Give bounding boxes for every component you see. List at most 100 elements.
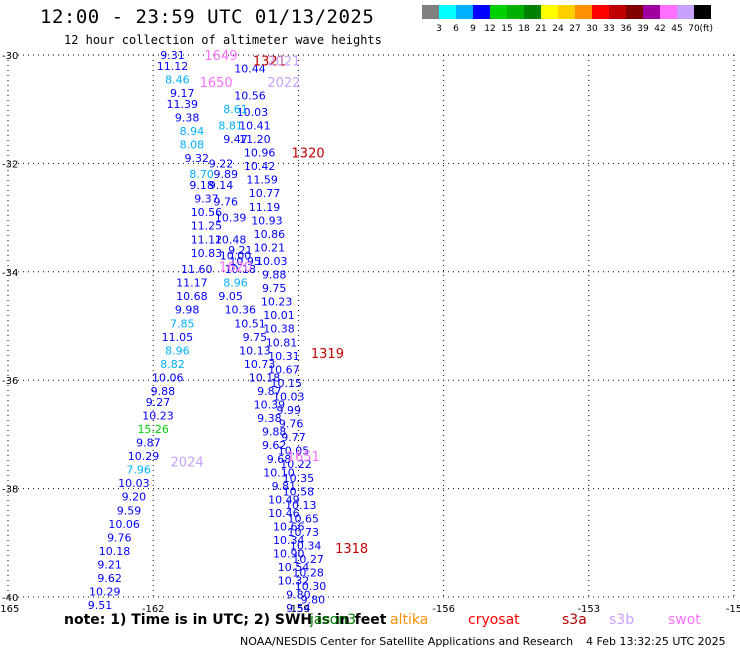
swh-data-label: 9.68: [267, 453, 292, 466]
y-tick-label: -32: [2, 159, 18, 170]
swh-data-label: 9.81: [272, 480, 297, 493]
colorbar-label: 9: [470, 24, 476, 34]
colorbar-label: 21: [535, 24, 546, 34]
colorbar-swatch: [541, 5, 558, 19]
swh-data-label: 10.83: [191, 247, 223, 260]
swh-data-label: 10.86: [254, 228, 286, 241]
y-tick-label: -40: [2, 593, 18, 604]
swh-data-label: 9.38: [175, 111, 200, 124]
swh-data-label: 9.51: [88, 599, 113, 612]
swh-data-label: 9.18: [189, 179, 214, 192]
swh-data-label: 10.41: [239, 119, 271, 132]
colorbar-label: 3: [436, 24, 442, 34]
timestamp-text: 4 Feb 13:32:25 UTC 2025: [586, 635, 726, 648]
swh-data-label: 10.31: [268, 350, 300, 363]
swh-data-label: 9.47: [223, 133, 248, 146]
swh-data-label: 10.96: [244, 147, 276, 160]
x-tick-label: -156: [432, 604, 455, 612]
colorbar-swatch: [490, 5, 507, 19]
swh-data-label: 8.08: [180, 138, 205, 151]
colorbar-label: 30: [586, 24, 598, 34]
swh-data-label: 11.12: [191, 233, 223, 246]
colorbar-swatch: [524, 5, 541, 19]
colorbar-label: 33: [603, 24, 614, 34]
x-tick-label: -15: [726, 604, 740, 612]
track-label: 2024: [171, 456, 204, 471]
swh-data-label: 11.12: [157, 60, 189, 73]
track-label: 1319: [311, 347, 344, 362]
swh-data-label: 10.05: [278, 445, 310, 458]
swh-data-label: 11.59: [246, 174, 278, 187]
colorbar-swatch: [422, 5, 439, 19]
swh-data-label: 7.96: [126, 464, 151, 477]
swh-data-label: 9.54: [286, 602, 311, 612]
swh-data-label: 10.06: [152, 371, 184, 384]
swh-data-label: 9.32: [185, 152, 210, 165]
swh-data-label: 9.76: [107, 531, 132, 544]
swh-data-label: 10.10: [263, 466, 295, 479]
swh-data-label: 10.27: [292, 553, 324, 566]
colorbar-swatch: [609, 5, 626, 19]
swh-data-label: 10.23: [261, 296, 293, 309]
satellite-legend-altika: altika: [390, 612, 429, 628]
swh-data-label: 11.39: [166, 98, 198, 111]
swh-data-label: 10.23: [142, 409, 174, 422]
swh-data-label: 10.34: [290, 540, 322, 553]
swh-data-label: 9.88: [262, 269, 287, 282]
swh-data-label: 10.46: [268, 507, 300, 520]
colorbar-swatch: [473, 5, 490, 19]
x-tick-label: -159: [287, 604, 310, 612]
swh-data-label: 9.05: [218, 290, 243, 303]
swh-data-label: 9.14: [209, 179, 234, 192]
track-label: 1318: [335, 542, 368, 557]
colorbar-label: 27: [569, 24, 580, 34]
swh-data-label: 9.77: [281, 431, 306, 444]
swh-data-label: 10.49: [268, 493, 300, 506]
swh-data-label: 9.38: [257, 412, 282, 425]
track-label: 2021: [267, 54, 300, 69]
swh-data-label: 10.44: [234, 63, 266, 76]
swh-data-label: 11.25: [191, 220, 223, 233]
swh-data-label: 8.46: [165, 73, 190, 86]
swh-data-label: 9.76: [214, 195, 239, 208]
swh-data-label: 9.62: [262, 439, 287, 452]
swh-data-label: 9.98: [175, 304, 200, 317]
colorbar-swatch: [592, 5, 609, 19]
chart-title: 12:00 - 23:59 UTC 01/13/2025: [40, 6, 375, 28]
swh-data-label: 10.90: [273, 548, 305, 561]
swh-data-label: 10.06: [108, 518, 140, 531]
colorbar-unit: (ft): [699, 24, 713, 34]
track-label: 1650: [200, 76, 233, 91]
colorbar-label: 36: [620, 24, 632, 34]
track-label: 1321: [253, 54, 286, 69]
swh-data-label: 15.26: [137, 423, 169, 436]
swh-data-label: 9.87: [136, 437, 161, 450]
y-tick-label: -36: [2, 376, 18, 387]
swh-data-label: 10.77: [249, 187, 281, 200]
swh-data-label: 11.60: [181, 263, 213, 276]
swh-data-label: 10.56: [234, 90, 266, 103]
units-note: note: 1) Time is in UTC; 2) SWH is in fe…: [64, 612, 387, 628]
swh-data-label: 9.99: [276, 404, 301, 417]
swh-data-label: 9.62: [97, 572, 122, 585]
swh-data-label: 9.37: [194, 193, 219, 206]
track-label: 1320: [292, 147, 325, 162]
y-tick-label: -38: [2, 485, 18, 496]
swh-data-label: 10.56: [191, 206, 223, 219]
swh-data-label: 10.01: [263, 309, 295, 322]
colorbar-label: 45: [671, 24, 682, 34]
swh-data-label: 10.29: [89, 586, 121, 599]
y-tick-label: -30: [2, 51, 18, 62]
swh-data-label: 8.81: [218, 119, 243, 132]
colorbar-label: 42: [654, 24, 665, 34]
colorbar-swatch: [439, 5, 456, 19]
swh-data-label: 9.21: [228, 244, 253, 257]
swh-data-label: 8.70: [189, 168, 214, 181]
swh-data-label: 10.36: [225, 304, 257, 317]
swh-data-label: 10.34: [273, 534, 305, 547]
swh-data-label: 10.22: [280, 458, 312, 471]
swh-data-label: 10.18: [99, 545, 131, 558]
swh-data-label: 10.68: [176, 290, 208, 303]
swh-data-label: 10.95: [229, 255, 261, 268]
scatter-plot: -165 -162 -159 -156 -153 -15 -30 -32 -34 -36 -38 -4…: [0, 49, 740, 612]
